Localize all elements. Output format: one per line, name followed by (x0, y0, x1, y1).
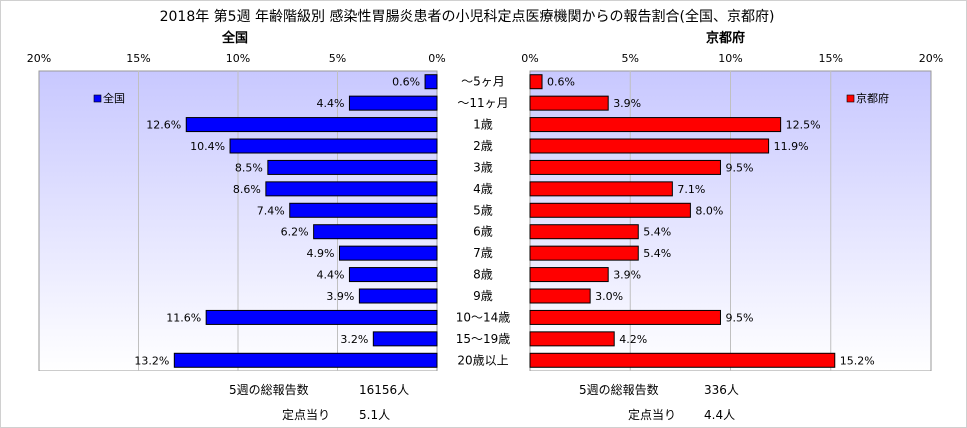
kyoto-bar (529, 331, 615, 347)
kyoto-per-site-value: 4.4人 (704, 408, 736, 422)
national-bar (313, 224, 438, 240)
national-bar (358, 288, 438, 304)
national-subtitle: 全国 (221, 30, 248, 46)
national-total-label: 5週の総報告数 (229, 383, 309, 397)
national-tick-label: 10% (226, 52, 250, 65)
kyoto-bar (529, 95, 609, 111)
kyoto-data-label: 12.5% (786, 119, 821, 132)
national-data-label: 8.5% (235, 161, 263, 174)
kyoto-per-site-label: 定点当り (628, 408, 677, 422)
national-data-label: 4.9% (307, 247, 335, 260)
national-bar (372, 331, 438, 347)
kyoto-bar (529, 288, 591, 304)
kyoto-bar (529, 117, 782, 133)
category-label: 2歳 (473, 139, 493, 153)
national-data-label: 7.4% (257, 204, 285, 217)
national-bar (348, 95, 438, 111)
kyoto-bar (529, 224, 639, 240)
kyoto-data-label: 5.4% (643, 247, 671, 260)
national-bar (173, 352, 438, 368)
national-per-site-label: 定点当り (282, 408, 331, 422)
category-label: ～5ヶ月 (461, 75, 505, 89)
kyoto-bar (529, 138, 770, 154)
national-bar (338, 245, 438, 261)
category-label: 15～19歳 (456, 332, 511, 346)
national-data-label: 11.6% (166, 311, 201, 324)
kyoto-legend-label: 京都府 (856, 91, 889, 105)
national-bar (185, 117, 438, 133)
category-label: 10～14歳 (456, 310, 511, 324)
kyoto-bar (529, 352, 836, 368)
category-label: 6歳 (473, 225, 493, 239)
category-label: 1歳 (473, 118, 493, 132)
national-data-label: 13.2% (134, 354, 169, 367)
kyoto-bar (529, 267, 609, 283)
national-data-label: 3.2% (340, 333, 368, 346)
kyoto-bar (529, 202, 691, 218)
kyoto-data-label: 3.9% (613, 269, 641, 282)
kyoto-data-label: 4.2% (619, 333, 647, 346)
national-tick-label: 15% (126, 52, 150, 65)
kyoto-data-label: 5.4% (643, 226, 671, 239)
national-bar (289, 202, 438, 218)
national-data-label: 4.4% (316, 97, 344, 110)
national-bar (267, 159, 438, 175)
national-data-label: 6.2% (281, 226, 309, 239)
kyoto-total-label: 5週の総報告数 (579, 383, 659, 397)
category-label: ～11ヶ月 (457, 96, 508, 110)
national-tick-label: 0% (428, 52, 445, 65)
kyoto-data-label: 3.0% (595, 290, 623, 303)
kyoto-subtitle: 京都府 (706, 30, 745, 46)
kyoto-bar (529, 74, 543, 90)
kyoto-tick-label: 20% (919, 52, 943, 65)
national-data-label: 3.9% (326, 290, 354, 303)
national-data-label: 0.6% (392, 76, 420, 89)
kyoto-total-value: 336人 (704, 383, 739, 397)
kyoto-bar (529, 181, 673, 197)
national-data-label: 8.6% (233, 183, 261, 196)
national-data-label: 4.4% (316, 269, 344, 282)
kyoto-bar (529, 159, 721, 175)
category-label: 5歳 (473, 203, 493, 217)
national-legend-swatch (93, 94, 102, 103)
national-per-site-value: 5.1人 (359, 408, 391, 422)
chart-title: 2018年 第5週 年齢階級別 感染性胃腸炎患者の小児科定点医療機関からの報告割… (160, 8, 775, 25)
kyoto-tick-label: 0% (521, 52, 538, 65)
kyoto-data-label: 8.0% (695, 204, 723, 217)
kyoto-legend-swatch (846, 94, 855, 103)
national-data-label: 10.4% (190, 140, 225, 153)
national-bar (348, 267, 438, 283)
national-bar (265, 181, 438, 197)
national-total-value: 16156人 (359, 383, 410, 397)
chart-svg: 2018年 第5週 年齢階級別 感染性胃腸炎患者の小児科定点医療機関からの報告割… (27, 8, 943, 371)
kyoto-tick-label: 5% (622, 52, 639, 65)
kyoto-tick-label: 10% (718, 52, 742, 65)
category-label: 7歳 (473, 246, 493, 260)
national-bar (229, 138, 438, 154)
kyoto-data-label: 9.5% (725, 311, 753, 324)
national-legend-label: 全国 (103, 91, 125, 105)
kyoto-data-label: 3.9% (613, 97, 641, 110)
category-label: 20歳以上 (457, 353, 508, 367)
kyoto-tick-label: 15% (819, 52, 843, 65)
category-label: 9歳 (473, 289, 493, 303)
kyoto-data-label: 0.6% (547, 76, 575, 89)
national-tick-label: 5% (329, 52, 346, 65)
kyoto-data-label: 7.1% (677, 183, 705, 196)
kyoto-data-label: 11.9% (774, 140, 809, 153)
kyoto-bar (529, 245, 639, 261)
national-bar (205, 309, 438, 325)
national-tick-label: 20% (27, 52, 51, 65)
kyoto-data-label: 9.5% (725, 161, 753, 174)
national-data-label: 12.6% (146, 119, 181, 132)
kyoto-bar (529, 309, 721, 325)
kyoto-data-label: 15.2% (840, 354, 875, 367)
category-label: 4歳 (473, 182, 493, 196)
national-bar (424, 74, 438, 90)
category-label: 3歳 (473, 160, 493, 174)
category-label: 8歳 (473, 268, 493, 282)
